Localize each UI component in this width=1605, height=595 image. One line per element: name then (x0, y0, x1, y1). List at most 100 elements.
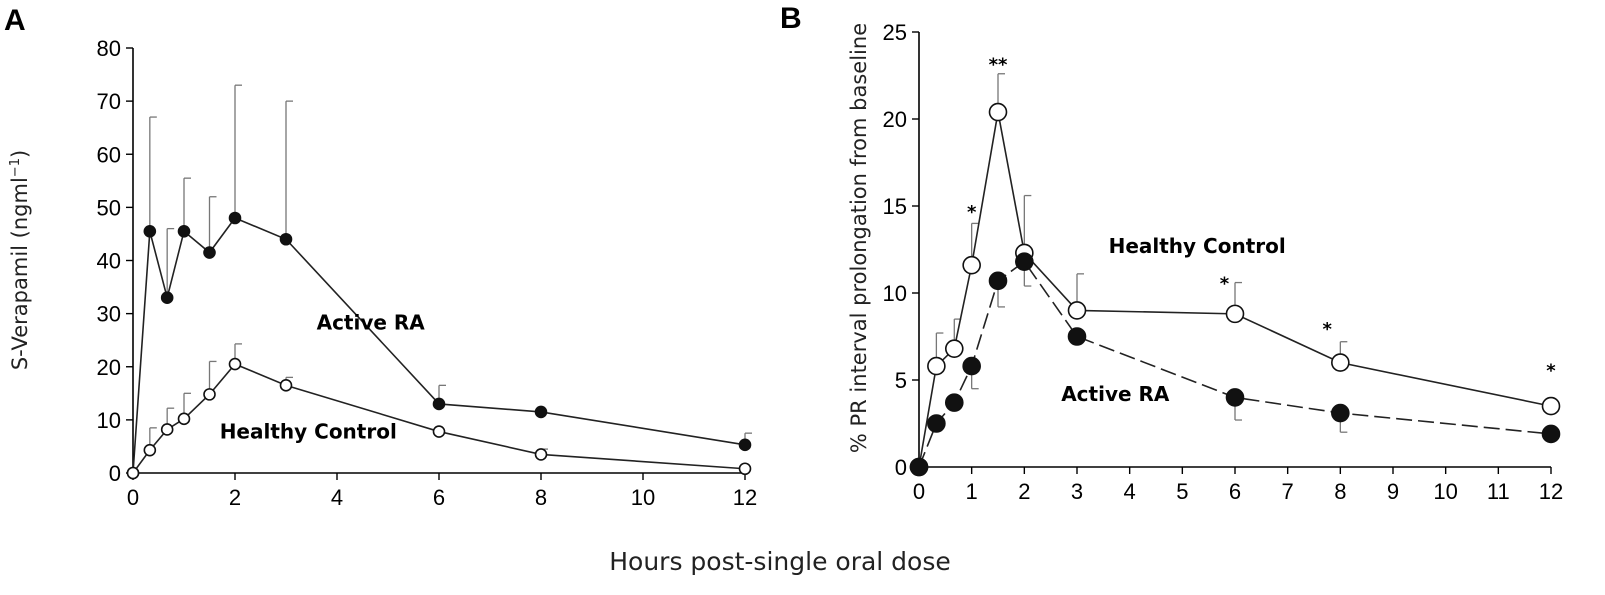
panel-a-x-tick-label: 6 (433, 485, 445, 510)
panel-b-series-active-ra (909, 252, 1561, 477)
panel-b-x-tick-label: 1 (966, 479, 978, 504)
panel-b-point-active-ra (1225, 388, 1245, 407)
panel-a-y-tick-label: 60 (97, 142, 121, 167)
panel-b-significance-marker: ** (989, 54, 1008, 75)
panel-b-significance-marker: * (1322, 319, 1332, 340)
panel-a-series-label: Active RA (317, 311, 426, 335)
panel-a-point-active-ra (738, 438, 752, 452)
panel-b-point-healthy-control (1067, 301, 1087, 320)
panel-a-y-tick-label: 10 (97, 408, 121, 433)
panel-b-label: B (780, 2, 802, 35)
panel-b-point-active-ra (927, 414, 946, 433)
panel-a-point-active-ra (432, 397, 446, 411)
panel-a-x-tick-label: 8 (535, 485, 547, 510)
panel-a-point-active-ra (143, 224, 157, 238)
panel-a-series-healthy-control (126, 343, 752, 480)
panel-b-x-tick-label: 6 (1229, 479, 1241, 504)
panel-a-y-tick-label: 30 (97, 302, 121, 327)
panel-a-y-tick-label: 80 (97, 36, 121, 61)
panel-b-x-tick-label: 11 (1487, 479, 1510, 504)
panel-a-x-tick-label: 2 (229, 485, 241, 510)
panel-b-y-tick-label: 0 (895, 455, 907, 480)
panel-a-point-active-ra (279, 232, 293, 246)
panel-a-x-ticks: 0 2 4 6 8 10 12 (127, 473, 757, 510)
panel-a-point-active-ra (203, 246, 216, 259)
panel-b-point-healthy-control (944, 339, 964, 358)
panel-b-point-healthy-control (1541, 396, 1561, 416)
panel-b-point-active-ra (944, 393, 964, 412)
panel-a-label: A (4, 4, 26, 37)
panel-b-x-ticks: 0 1 2 3 4 5 6 7 8 9 10 11 12 (913, 467, 1563, 504)
panel-b-point-active-ra (962, 356, 981, 376)
panel-b-y-axis-title: % PR interval prolongation from baseline (847, 23, 871, 453)
panel-b-y-tick-label: 15 (883, 194, 907, 219)
panel-b-line-active-ra (918, 260, 1552, 468)
panel-b-line-healthy-control (918, 111, 1552, 468)
panel-b-y-tick-label: 25 (883, 20, 907, 45)
panel-b-point-active-ra (909, 457, 929, 477)
panel-a-x-tick-label: 12 (733, 485, 757, 510)
panel-b-point-healthy-control (1225, 304, 1245, 324)
panel-b-x-tick-label: 10 (1433, 479, 1457, 504)
panel-a-y-tick-label: 0 (109, 461, 121, 486)
panel-a-line-healthy-control (132, 363, 746, 474)
panel-b-point-active-ra (1331, 403, 1350, 423)
panel-b-x-tick-label: 0 (913, 479, 925, 504)
panel-a-point-healthy-control (160, 423, 174, 436)
panel-a-point-healthy-control (126, 466, 140, 480)
panel-a-x-tick-label: 10 (631, 485, 655, 510)
panel-a-y-tick-label: 50 (97, 195, 121, 220)
panel-b-x-tick-label: 2 (1018, 479, 1030, 504)
panel-b-point-active-ra (988, 271, 1008, 291)
panel-a-x-tick-label: 4 (331, 485, 343, 510)
panel-b-x-tick-label: 8 (1334, 479, 1346, 504)
panel-b-point-healthy-control (927, 356, 946, 376)
panel-b-x-tick-label: 12 (1539, 479, 1563, 504)
panel-b-significance-marker: * (967, 202, 977, 223)
panel-b-x-tick-label: 9 (1387, 479, 1399, 504)
panel-b-y-tick-label: 10 (883, 281, 907, 306)
panel-b-point-healthy-control (988, 102, 1008, 122)
panel-b-point-healthy-control (1331, 353, 1350, 372)
panel-a-y-ticks: 0 10 20 30 40 50 60 70 80 (97, 36, 133, 486)
panel-b-y-tick-label: 20 (883, 107, 907, 132)
panel-b-y-tick-label: 5 (895, 368, 907, 393)
panel-a-point-healthy-control (203, 388, 216, 401)
panel-b-point-healthy-control (962, 255, 981, 275)
panel-b-significance-marker: * (1220, 274, 1230, 295)
panel-b-point-active-ra (1015, 252, 1034, 271)
panel-a-x-tick-label: 0 (127, 485, 139, 510)
panel-a-y-tick-label: 70 (97, 89, 121, 114)
panel-a-line-active-ra (132, 217, 746, 474)
panel-b-x-tick-label: 5 (1176, 479, 1188, 504)
panel-b-x-tick-label: 4 (1124, 479, 1136, 504)
panel-b-x-tick-label: 7 (1282, 479, 1294, 504)
panel-a: A 0 10 20 30 40 50 60 70 80 0 2 4 6 8 10 12 S-Verapami… (4, 4, 757, 510)
panel-a-point-healthy-control (279, 379, 293, 392)
panel-a-point-healthy-control (228, 357, 242, 371)
panel-b-series-label: Active RA (1061, 382, 1170, 406)
panel-b-x-tick-label: 3 (1071, 479, 1083, 504)
panel-b-point-active-ra (1067, 327, 1087, 346)
panel-a-point-active-ra (534, 405, 548, 419)
panel-a-point-healthy-control (143, 443, 157, 457)
panel-b-point-active-ra (1541, 424, 1561, 444)
panel-a-plot-area: Active RA Healthy Control (126, 84, 752, 480)
panel-b-series-label: Healthy Control (1109, 234, 1286, 258)
panel-b-y-ticks: 0 5 10 15 20 25 (883, 20, 919, 480)
panel-a-point-active-ra (160, 291, 174, 304)
panel-a-y-tick-label: 20 (97, 355, 121, 380)
panel-a-point-healthy-control (177, 412, 191, 426)
panel-a-point-healthy-control (738, 462, 752, 476)
panel-a-y-axis-title: S-Verapamil (ngml−1) (8, 150, 32, 370)
panel-b-significance-marker: * (1546, 361, 1556, 382)
shared-x-axis-title: Hours post-single oral dose (609, 547, 951, 576)
panel-a-point-healthy-control (534, 448, 548, 461)
panel-a-series-label: Healthy Control (220, 419, 397, 443)
panel-a-point-healthy-control (432, 425, 446, 438)
panel-a-y-tick-label: 40 (97, 249, 121, 274)
panel-a-point-active-ra (228, 211, 242, 225)
